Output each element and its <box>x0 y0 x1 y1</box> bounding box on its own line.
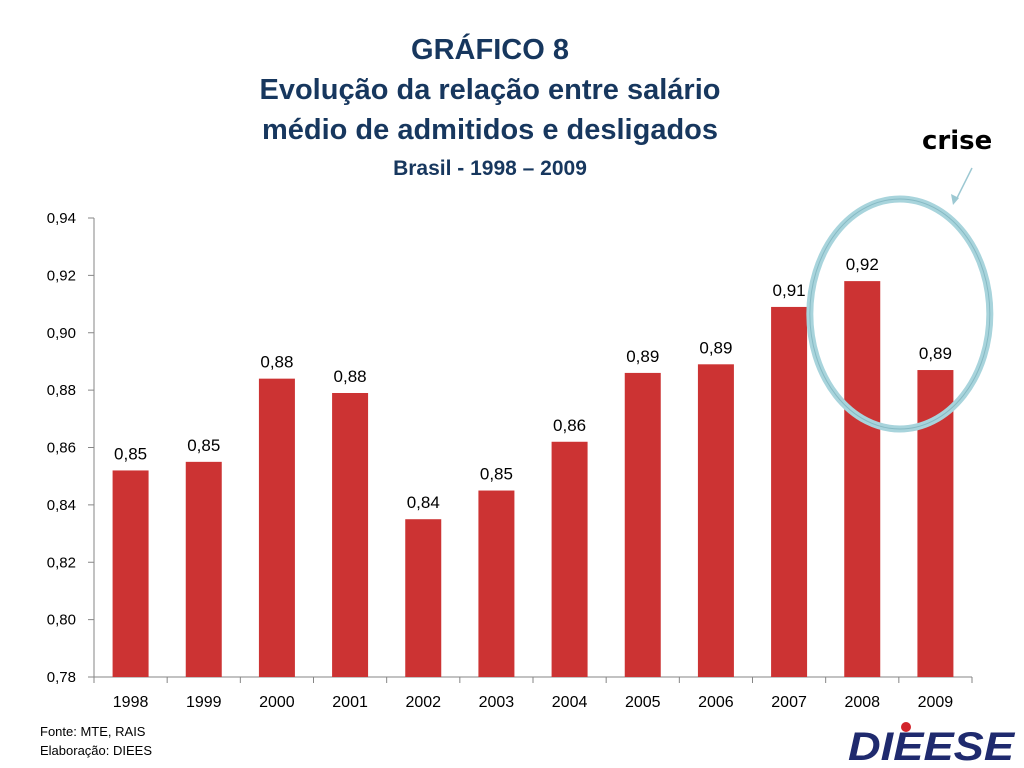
crisis-arrow-head-icon <box>951 194 959 205</box>
data-label-2008: 0,92 <box>846 255 879 274</box>
crisis-arrow-line <box>956 167 973 199</box>
bar-2004 <box>551 441 588 677</box>
bar-2000 <box>258 378 295 677</box>
x-tick-label: 2006 <box>698 694 734 711</box>
source-note: Fonte: MTE, RAIS Elaboração: DIEES <box>40 722 152 760</box>
data-label-1999: 0,85 <box>187 436 220 455</box>
dieese-logo: DIEESE <box>848 722 1015 766</box>
y-tick-label: 0,90 <box>47 325 76 342</box>
x-tick-label: 2008 <box>844 694 880 711</box>
y-tick-label: 0,86 <box>47 440 76 457</box>
y-tick-label: 0,84 <box>47 497 76 514</box>
data-label-2009: 0,89 <box>919 344 952 363</box>
logo-dot-icon <box>901 722 911 732</box>
crisis-label: crise <box>922 126 993 156</box>
credit-text: Elaboração: DIEES <box>40 743 153 758</box>
x-tick-label: 1999 <box>186 694 222 711</box>
data-label-2000: 0,88 <box>260 353 293 372</box>
y-tick-label: 0,94 <box>47 210 76 227</box>
bar-2005 <box>624 372 661 677</box>
bar-2001 <box>332 392 369 677</box>
data-label-2002: 0,84 <box>407 493 440 512</box>
bar-2003 <box>478 490 515 677</box>
data-label-2005: 0,89 <box>626 347 659 366</box>
y-tick-label: 0,80 <box>47 612 76 629</box>
logo-wordmark: DIEESE <box>848 725 1015 766</box>
data-label-2004: 0,86 <box>553 416 586 435</box>
y-tick-label: 0,92 <box>47 267 76 284</box>
bar-1999 <box>185 461 222 677</box>
chart-title-line-3: médio de admitidos e desligados <box>261 114 719 146</box>
chart-title: GRÁFICO 8 Evolução da relação entre salá… <box>190 30 790 186</box>
x-tick-label: 1998 <box>113 694 149 711</box>
crisis-annotation <box>806 167 994 433</box>
data-label-2006: 0,89 <box>699 338 732 357</box>
bar-2002 <box>405 519 442 677</box>
x-tick-label: 2000 <box>259 694 295 711</box>
chart-axes: 0,78 0,80 0,82 0,84 0,86 0,88 0,90 0,92 0,94 1998… <box>47 210 973 711</box>
y-tick-label: 0,88 <box>47 382 76 399</box>
bar-1998 <box>112 470 149 677</box>
chart-data-labels: 0,85 0,85 0,88 0,88 0,84 0,85 0,86 0,89 0,89 0,91… <box>114 255 952 512</box>
source-text: Fonte: MTE, RAIS <box>40 724 146 739</box>
chart-subtitle: Brasil - 1998 – 2009 <box>393 157 587 180</box>
data-label-2003: 0,85 <box>480 465 513 484</box>
x-tick-label: 2005 <box>625 694 661 711</box>
chart-title-line-2: Evolução da relação entre salário <box>259 74 721 106</box>
data-label-2007: 0,91 <box>773 281 806 300</box>
bar-2007 <box>771 306 808 677</box>
crisis-circle-outline <box>809 198 991 430</box>
x-tick-label: 2001 <box>332 694 368 711</box>
bar-2006 <box>697 364 734 677</box>
x-tick-label: 2007 <box>771 694 807 711</box>
crisis-circle <box>806 195 994 433</box>
x-tick-label: 2009 <box>918 694 954 711</box>
x-tick-label: 2004 <box>552 694 588 711</box>
y-tick-label: 0,82 <box>47 554 76 571</box>
x-tick-label: 2003 <box>479 694 515 711</box>
chart-bars <box>112 281 954 677</box>
x-tick-label: 2002 <box>405 694 441 711</box>
bar-2008 <box>844 281 881 677</box>
y-tick-label: 0,78 <box>47 669 76 686</box>
chart-title-line-1: GRÁFICO 8 <box>411 34 569 66</box>
data-label-2001: 0,88 <box>334 367 367 386</box>
data-label-1998: 0,85 <box>114 444 147 463</box>
